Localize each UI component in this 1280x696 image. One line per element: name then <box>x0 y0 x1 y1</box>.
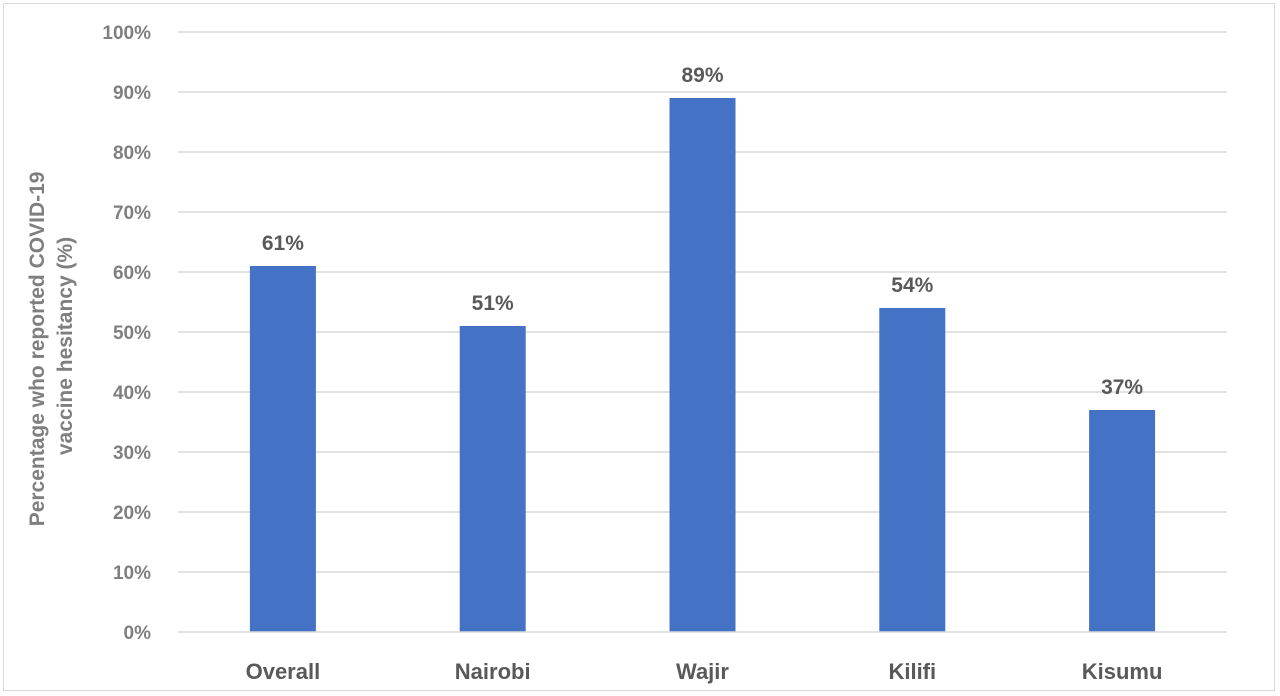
y-tick-label: 20% <box>113 503 151 524</box>
y-axis-label-line-1: Percentage who reported COVID-19 <box>26 172 49 527</box>
bars <box>249 98 1156 632</box>
bar-wajir <box>669 98 736 632</box>
data-labels: 61% 51% 89% 54% 37% <box>262 64 1144 399</box>
bar-kilifi <box>879 308 946 632</box>
y-tick-label: 60% <box>113 263 151 284</box>
y-axis-label: Percentage who reported COVID-19 vaccine… <box>26 166 77 527</box>
category-label: Overall <box>246 659 321 684</box>
category-label: Kisumu <box>1082 659 1163 684</box>
data-label: 61% <box>262 232 304 255</box>
category-label: Kilifi <box>888 659 936 684</box>
gridlines <box>178 31 1227 573</box>
data-label: 51% <box>472 292 514 315</box>
y-tick-label: 80% <box>113 143 151 164</box>
y-tick-label: 70% <box>113 203 151 224</box>
y-tick-label: 30% <box>113 443 151 464</box>
category-labels: Overall Nairobi Wajir Kilifi Kisumu <box>246 659 1163 684</box>
data-label: 54% <box>891 274 933 297</box>
data-label: 89% <box>681 64 723 87</box>
category-label: Nairobi <box>455 659 531 684</box>
y-tick-label: 90% <box>113 83 151 104</box>
y-axis-ticks: 0% 10% 20% 30% 40% 50% 60% 70% 80% 90% 100% <box>102 23 151 644</box>
data-label: 37% <box>1101 376 1143 399</box>
category-label: Wajir <box>676 659 729 684</box>
y-tick-label: 50% <box>113 323 151 344</box>
bar-overall <box>249 266 316 632</box>
y-tick-label: 10% <box>113 563 151 584</box>
bar-kisumu <box>1089 410 1156 632</box>
y-axis-label-line-2: vaccine hesitancy (%) <box>54 237 77 455</box>
y-tick-label: 100% <box>102 23 151 44</box>
chart-frame <box>3 3 1275 691</box>
bar-nairobi <box>459 326 526 632</box>
y-tick-label: 0% <box>124 623 152 644</box>
y-tick-label: 40% <box>113 383 151 404</box>
